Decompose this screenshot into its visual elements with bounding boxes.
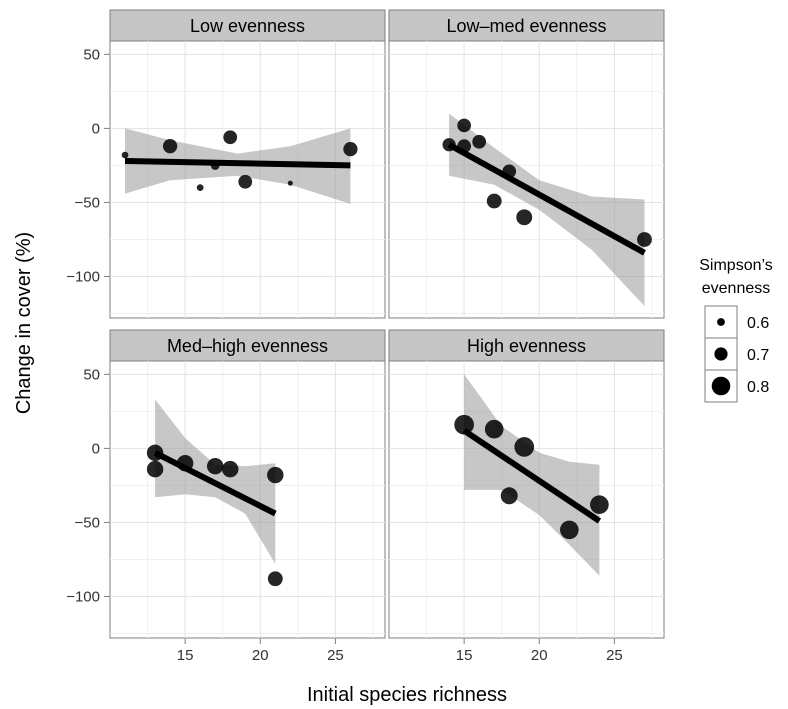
data-point [238, 174, 253, 189]
y-tick-label: 0 [92, 120, 100, 137]
data-point [500, 487, 518, 505]
legend-entry-label: 0.6 [747, 315, 769, 332]
data-point [486, 193, 502, 209]
y-tick-label: 50 [83, 366, 100, 383]
legend-title-line2: evenness [702, 280, 771, 297]
panel-strip [388, 329, 665, 362]
gridlines [389, 361, 664, 638]
legend-keys: 0.6 0.7 0.8 [704, 305, 769, 403]
panel: Med–high evenness [109, 329, 386, 639]
x-axis-title: Initial species richness [307, 684, 507, 706]
data-point [267, 571, 283, 587]
y-tick-label: 0 [92, 440, 100, 457]
y-tick-label: −100 [66, 589, 100, 606]
panel: High evenness [388, 329, 665, 639]
data-point [472, 134, 487, 149]
panel-title: Med–high evenness [167, 336, 328, 356]
fit-line [124, 157, 351, 169]
x-tick-label: 20 [252, 647, 269, 664]
data-point [121, 151, 129, 159]
panel: Low–med evenness [388, 9, 665, 319]
y-tick-label: 50 [83, 46, 100, 63]
data-point [196, 184, 204, 192]
panel-strip [109, 329, 386, 362]
panel-background [388, 360, 665, 639]
data-point [484, 419, 504, 439]
legend-entry-label: 0.8 [747, 379, 769, 396]
data-point [267, 466, 284, 484]
legend: Simpson’s evenness 0.6 0.7 0.8 [699, 257, 773, 403]
data-point [146, 460, 164, 478]
panels: Low evenness Low–med evenness Med–high eve… [109, 9, 665, 639]
legend-key-symbol [714, 347, 728, 361]
fit-line [447, 142, 646, 256]
data-point [516, 209, 533, 226]
panel-strip [388, 9, 665, 42]
legend-entry-label: 0.7 [747, 347, 769, 364]
data-point [343, 141, 358, 157]
x-tick-label: 15 [456, 647, 473, 664]
y-tick-label: −50 [75, 194, 100, 211]
x-tick-label: 25 [606, 647, 623, 664]
legend-title-line1: Simpson’s [699, 257, 773, 274]
y-tick-label: −50 [75, 514, 100, 531]
data-point [221, 460, 239, 478]
panel-title: Low–med evenness [446, 16, 606, 36]
panel: Low evenness [109, 9, 386, 319]
panel-title: Low evenness [190, 16, 305, 36]
data-point [514, 437, 535, 457]
data-point [637, 232, 652, 247]
data-point [206, 457, 224, 475]
data-point [457, 118, 472, 133]
fit-line [462, 428, 602, 524]
data-point [223, 130, 238, 145]
legend-key-symbol [717, 318, 725, 326]
x-tick-label: 20 [531, 647, 548, 664]
data-point [162, 139, 178, 154]
legend-key-box [704, 305, 738, 339]
data-point [454, 414, 474, 435]
data-point [590, 495, 609, 514]
data-point [287, 180, 293, 186]
x-tick-label: 15 [177, 647, 194, 664]
y-axis-title: Change in cover (%) [13, 232, 35, 414]
panel-title: High evenness [467, 336, 586, 356]
data-point [560, 520, 579, 540]
axes: 50 0 −50 −100 50 0 −50 −100 15 20 25 15 20 25 [66, 46, 623, 664]
confidence-band [449, 113, 645, 307]
panel-strip [109, 9, 386, 42]
legend-key-symbol [711, 376, 731, 396]
y-tick-label: −100 [66, 269, 100, 286]
fit-line [153, 450, 277, 517]
x-tick-label: 25 [327, 647, 344, 664]
